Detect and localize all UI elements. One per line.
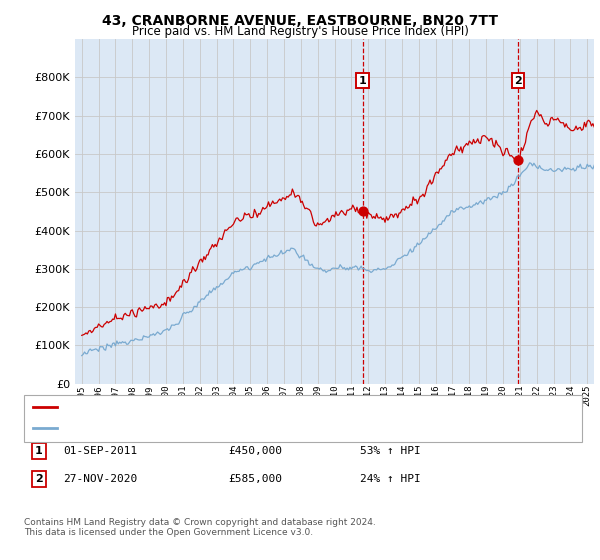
Text: Price paid vs. HM Land Registry's House Price Index (HPI): Price paid vs. HM Land Registry's House … bbox=[131, 25, 469, 38]
Text: 43, CRANBORNE AVENUE, EASTBOURNE, BN20 7TT (detached house): 43, CRANBORNE AVENUE, EASTBOURNE, BN20 7… bbox=[63, 402, 422, 412]
Point bbox=[514, 155, 523, 164]
Text: £585,000: £585,000 bbox=[228, 474, 282, 484]
Text: 2: 2 bbox=[35, 474, 43, 484]
Text: 2: 2 bbox=[514, 76, 522, 86]
Point bbox=[358, 207, 367, 216]
Text: 27-NOV-2020: 27-NOV-2020 bbox=[63, 474, 137, 484]
Text: HPI: Average price, detached house, Eastbourne: HPI: Average price, detached house, East… bbox=[63, 423, 315, 433]
Text: Contains HM Land Registry data © Crown copyright and database right 2024.
This d: Contains HM Land Registry data © Crown c… bbox=[24, 518, 376, 538]
Text: 01-SEP-2011: 01-SEP-2011 bbox=[63, 446, 137, 456]
Text: 53% ↑ HPI: 53% ↑ HPI bbox=[360, 446, 421, 456]
Text: 1: 1 bbox=[359, 76, 367, 86]
Text: 43, CRANBORNE AVENUE, EASTBOURNE, BN20 7TT: 43, CRANBORNE AVENUE, EASTBOURNE, BN20 7… bbox=[102, 14, 498, 28]
Text: 24% ↑ HPI: 24% ↑ HPI bbox=[360, 474, 421, 484]
Text: 1: 1 bbox=[35, 446, 43, 456]
Text: £450,000: £450,000 bbox=[228, 446, 282, 456]
Bar bbox=[362, 39, 518, 384]
